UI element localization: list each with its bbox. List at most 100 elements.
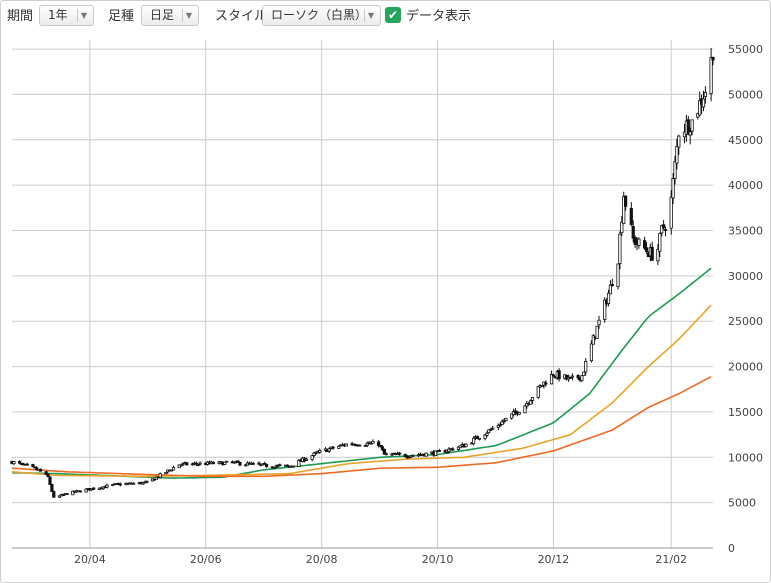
candle-body — [411, 454, 415, 457]
y-tick-label: 35000 — [728, 225, 763, 238]
candle-body — [25, 463, 29, 466]
candle-body — [71, 490, 75, 496]
candle-body — [65, 493, 69, 495]
candle-body — [118, 483, 122, 486]
style-select-value: ローソク（白黒） — [271, 8, 368, 22]
period-select[interactable]: 1年 ▼ — [39, 5, 94, 26]
candle-body — [78, 490, 82, 493]
candle-body — [690, 119, 694, 132]
candle-body — [502, 420, 506, 423]
candle-body — [656, 248, 660, 262]
candle-body — [437, 450, 442, 452]
candle-body — [263, 462, 267, 465]
candle-body — [365, 442, 369, 446]
y-tick-label: 20000 — [728, 361, 763, 374]
candle-body — [44, 471, 48, 475]
candle-body — [472, 437, 476, 445]
candle-body — [377, 441, 381, 446]
style-select[interactable]: ローソク（白黒） ▼ — [262, 5, 381, 26]
candle-body — [517, 412, 521, 415]
candle-body — [304, 458, 309, 461]
candle-body — [264, 464, 269, 468]
chart-toolbar: 期間 1年 ▼ 足種 日足 ▼ スタイル ローソク（白黒） ▼ ✔ データ表示 — [0, 0, 771, 33]
candle-body — [158, 473, 162, 478]
data-display-label[interactable]: データ表示 — [406, 9, 472, 24]
candle-body — [312, 452, 316, 456]
candle-body — [48, 476, 52, 485]
candle-body — [257, 462, 261, 465]
candle-body — [673, 160, 677, 179]
candle-body — [643, 240, 647, 249]
ashi-select[interactable]: 日足 ▼ — [141, 5, 199, 26]
candlesticks — [10, 47, 715, 498]
candle-body — [185, 462, 189, 466]
candle-body — [278, 464, 282, 467]
candle-body — [631, 226, 635, 239]
candle-body — [711, 56, 715, 61]
candle-body — [337, 445, 341, 449]
candle-body — [500, 421, 504, 425]
candle-body — [620, 221, 624, 234]
candle-body — [475, 436, 480, 440]
candle-body — [591, 335, 595, 345]
candle-body — [131, 482, 136, 485]
candle-body — [38, 468, 43, 472]
candle-body — [84, 488, 88, 493]
candle-body — [549, 373, 554, 385]
x-tick-label: 20/06 — [190, 553, 222, 566]
chevron-down-icon: ▼ — [80, 11, 88, 20]
candle-body — [597, 319, 601, 326]
candle-body — [291, 465, 295, 468]
candle-body — [610, 284, 614, 286]
candle-body — [403, 454, 407, 458]
y-tick-label: 0 — [728, 542, 735, 555]
candle-body — [451, 448, 455, 451]
candle-body — [622, 196, 626, 224]
candle-body — [709, 57, 713, 94]
candle-body — [701, 98, 706, 108]
chevron-down-icon: ▼ — [185, 11, 193, 20]
candle-body — [61, 494, 65, 497]
candle-body — [582, 371, 586, 377]
candle-body — [551, 374, 556, 377]
candle-body — [384, 453, 388, 456]
candle-body — [327, 448, 331, 452]
candle-body — [50, 484, 54, 492]
candle-body — [703, 92, 708, 97]
select-divider — [364, 9, 365, 22]
candle-body — [487, 429, 491, 434]
candle-body — [608, 284, 613, 295]
candle-body — [297, 460, 301, 467]
candle-body — [331, 446, 335, 449]
candle-body — [616, 263, 620, 288]
period-label: 期間 — [7, 9, 34, 24]
candle-body — [677, 135, 681, 148]
candle-body — [510, 413, 514, 419]
candle-body — [530, 397, 535, 401]
candle-body — [671, 178, 675, 199]
candle-body — [424, 452, 428, 457]
candle-body — [483, 434, 487, 440]
select-divider — [77, 9, 78, 22]
y-tick-label: 15000 — [728, 406, 763, 419]
candle-body — [675, 145, 679, 164]
moving-average-line — [11, 375, 712, 478]
axes: 0 5000 10000 15000 20000 25000 30000 35000 40000… — [12, 43, 763, 566]
candle-body — [504, 417, 508, 422]
candle-body — [669, 196, 673, 229]
data-display-checkbox[interactable]: ✔ — [385, 7, 401, 23]
candle-body — [145, 480, 149, 483]
candle-body — [496, 425, 500, 428]
candle-body — [57, 495, 62, 498]
y-tick-label: 5000 — [728, 497, 756, 510]
ashi-label: 足種 — [108, 9, 135, 24]
candle-body — [92, 487, 96, 490]
candle-body — [378, 445, 383, 447]
candle-body — [344, 443, 348, 447]
candle-body — [318, 449, 322, 453]
candle-body — [169, 469, 174, 472]
candle-body — [485, 432, 489, 436]
candle-body — [35, 467, 39, 471]
